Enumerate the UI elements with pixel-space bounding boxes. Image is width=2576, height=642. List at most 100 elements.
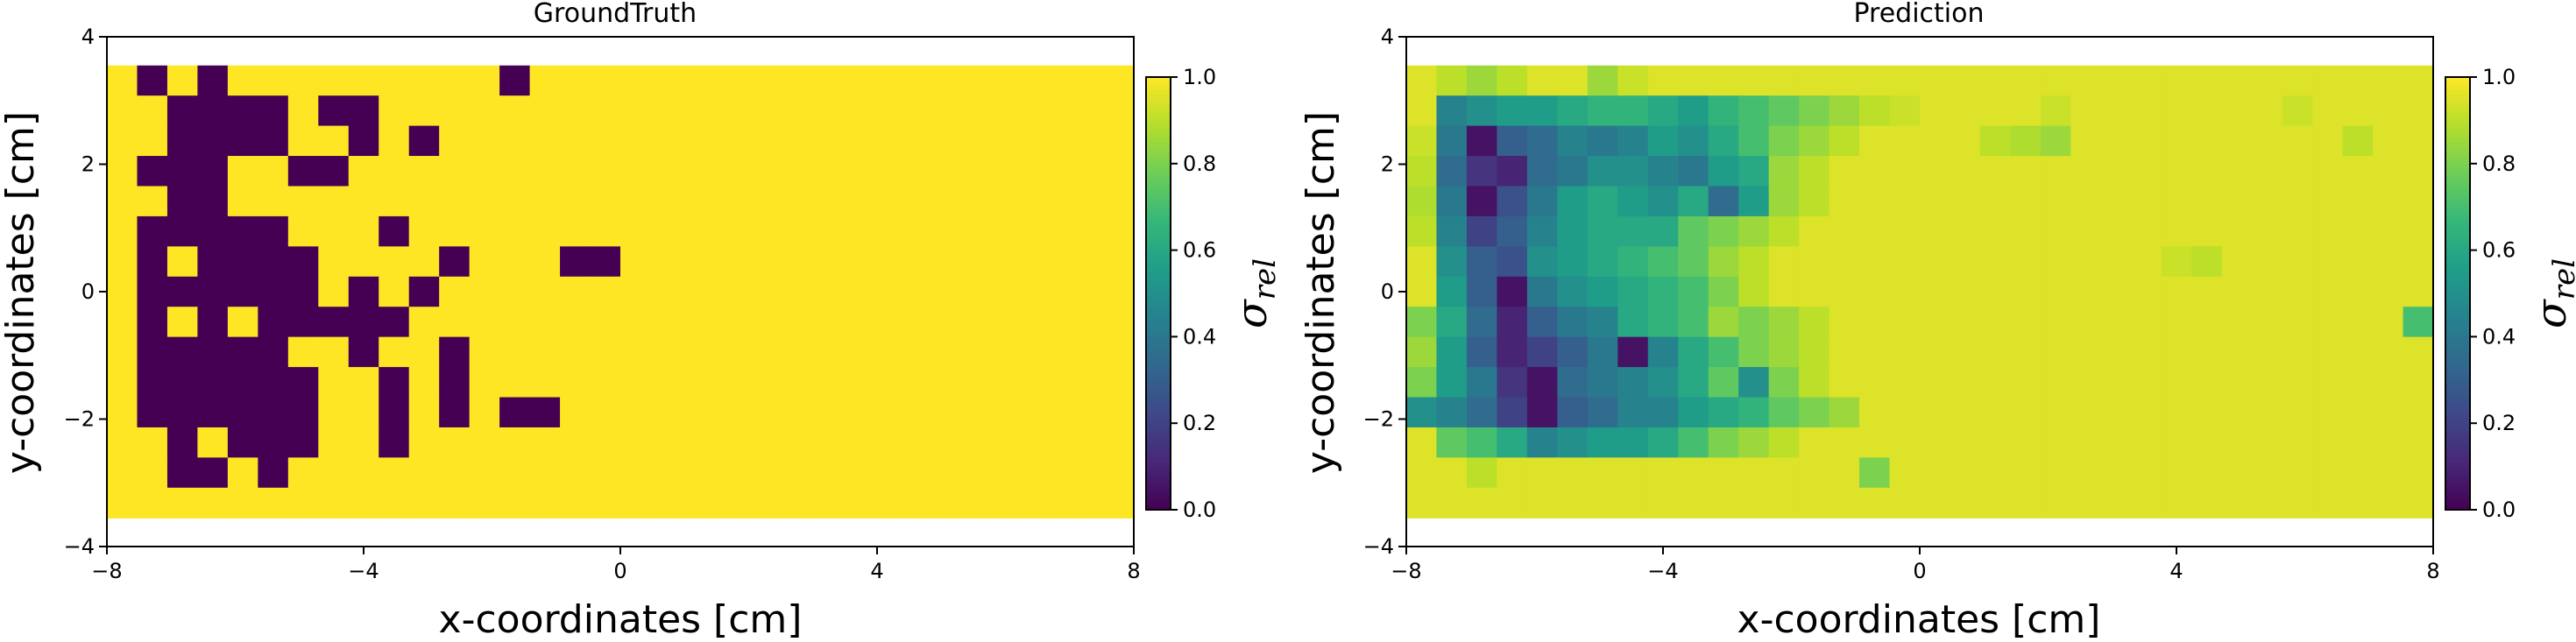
heatmap-cell <box>2312 125 2344 157</box>
heatmap-cell <box>650 156 682 187</box>
heatmap-cell <box>1979 457 2012 489</box>
heatmap-cell <box>952 186 984 217</box>
heatmap-cell <box>529 276 561 307</box>
heatmap-cell <box>892 457 924 489</box>
heatmap-cell <box>227 125 258 157</box>
prediction-colorbar-label: σrel <box>2527 258 2576 328</box>
heatmap-cell <box>2100 65 2132 96</box>
heatmap-cell <box>1799 125 1830 157</box>
heatmap-cell <box>2070 276 2102 307</box>
heatmap-cell <box>922 215 953 247</box>
heatmap-cell <box>771 457 803 489</box>
heatmap-cell <box>1103 95 1135 127</box>
colorbar-segment <box>2445 102 2470 109</box>
heatmap-cell <box>1436 276 1468 307</box>
heatmap-cell <box>1859 276 1891 307</box>
heatmap-cell <box>348 65 379 96</box>
colorbar-segment <box>1146 379 1171 385</box>
heatmap-cell <box>2342 186 2374 217</box>
heatmap-cell <box>2342 215 2374 247</box>
heatmap-cell <box>1859 307 1891 338</box>
heatmap-cell <box>1587 246 1618 278</box>
colorbar-segment <box>2445 189 2470 194</box>
heatmap-cell <box>1768 397 1800 428</box>
heatmap-cell <box>892 215 924 247</box>
heatmap-cell <box>1436 367 1468 399</box>
heatmap-cell <box>287 65 319 96</box>
heatmap-cell <box>227 336 258 368</box>
heatmap-cell <box>2010 367 2042 399</box>
heatmap-cell <box>1436 156 1468 187</box>
colorbar-segment <box>2445 111 2470 117</box>
heatmap-cell <box>1950 95 1981 127</box>
heatmap-cell <box>2100 307 2132 338</box>
heatmap-cell <box>1889 307 1921 338</box>
colorbar-segment <box>1146 142 1171 147</box>
heatmap-cell <box>469 427 500 458</box>
heatmap-cell <box>439 336 471 368</box>
colorbar-segment <box>2445 401 2470 407</box>
heatmap-cell <box>469 487 500 519</box>
colorbar-segment <box>2445 349 2470 355</box>
heatmap-cell <box>590 95 621 127</box>
y-tick-label: 2 <box>1381 152 1394 177</box>
heatmap-cell <box>469 65 500 96</box>
groundtruth-panel: GroundTruth 420−2−4 −8 −4 0 4 8 x-coordinate… <box>0 0 1283 642</box>
heatmap-cell <box>2342 487 2374 519</box>
heatmap-cell <box>1526 487 1558 519</box>
heatmap-cell <box>469 307 500 338</box>
heatmap-cell <box>258 487 289 519</box>
heatmap-cell <box>2403 397 2434 428</box>
heatmap-cell <box>2040 65 2071 96</box>
heatmap-cell <box>439 156 471 187</box>
heatmap-cell <box>287 186 319 217</box>
heatmap-cell <box>2221 457 2253 489</box>
heatmap-cell <box>1073 65 1105 96</box>
heatmap-cell <box>2252 307 2283 338</box>
colorbar-segment <box>2445 392 2470 399</box>
heatmap-cell <box>499 276 531 307</box>
heatmap-cell <box>1587 336 1618 368</box>
heatmap-cell <box>801 397 832 428</box>
heatmap-cell <box>1950 457 1981 489</box>
x-tick-label: 4 <box>870 559 883 583</box>
heatmap-cell <box>2191 397 2223 428</box>
colorbar-segment <box>1146 448 1171 455</box>
heatmap-cell <box>560 487 591 519</box>
heatmap-cell <box>1466 215 1498 247</box>
heatmap-cell <box>2010 487 2042 519</box>
heatmap-cell <box>620 156 652 187</box>
heatmap-cell <box>1829 215 1860 247</box>
heatmap-cell <box>439 95 471 127</box>
heatmap-cell <box>1587 276 1618 307</box>
heatmap-cell <box>1708 336 1739 368</box>
heatmap-cell <box>1043 65 1074 96</box>
colorbar-segment <box>2445 432 2470 437</box>
colorbar-segment <box>2445 77 2470 82</box>
heatmap-cell <box>258 307 289 338</box>
heatmap-cell <box>197 276 229 307</box>
heatmap-cell <box>258 186 289 217</box>
heatmap-cell <box>1557 125 1589 157</box>
colorbar-segment <box>2445 85 2470 91</box>
heatmap-cell <box>1043 367 1074 399</box>
heatmap-cell <box>2040 186 2071 217</box>
groundtruth-title: GroundTruth <box>534 0 697 29</box>
heatmap-cell <box>408 397 440 428</box>
heatmap-cell <box>2342 246 2374 278</box>
heatmap-cell <box>1920 336 1951 368</box>
x-tick-label: −4 <box>1647 559 1678 583</box>
heatmap-cell <box>952 367 984 399</box>
heatmap-cell <box>1406 487 1438 519</box>
heatmap-cell <box>2100 397 2132 428</box>
heatmap-cell <box>1013 276 1044 307</box>
colorbar-segment <box>1146 444 1171 450</box>
heatmap-cell <box>107 95 138 127</box>
heatmap-cell <box>650 246 682 278</box>
colorbar-segment <box>1146 189 1171 194</box>
heatmap-cell <box>2070 246 2102 278</box>
colorbar-segment <box>2445 250 2470 256</box>
heatmap-cell <box>892 487 924 519</box>
heatmap-cell <box>2070 156 2102 187</box>
heatmap-cell <box>1799 427 1830 458</box>
